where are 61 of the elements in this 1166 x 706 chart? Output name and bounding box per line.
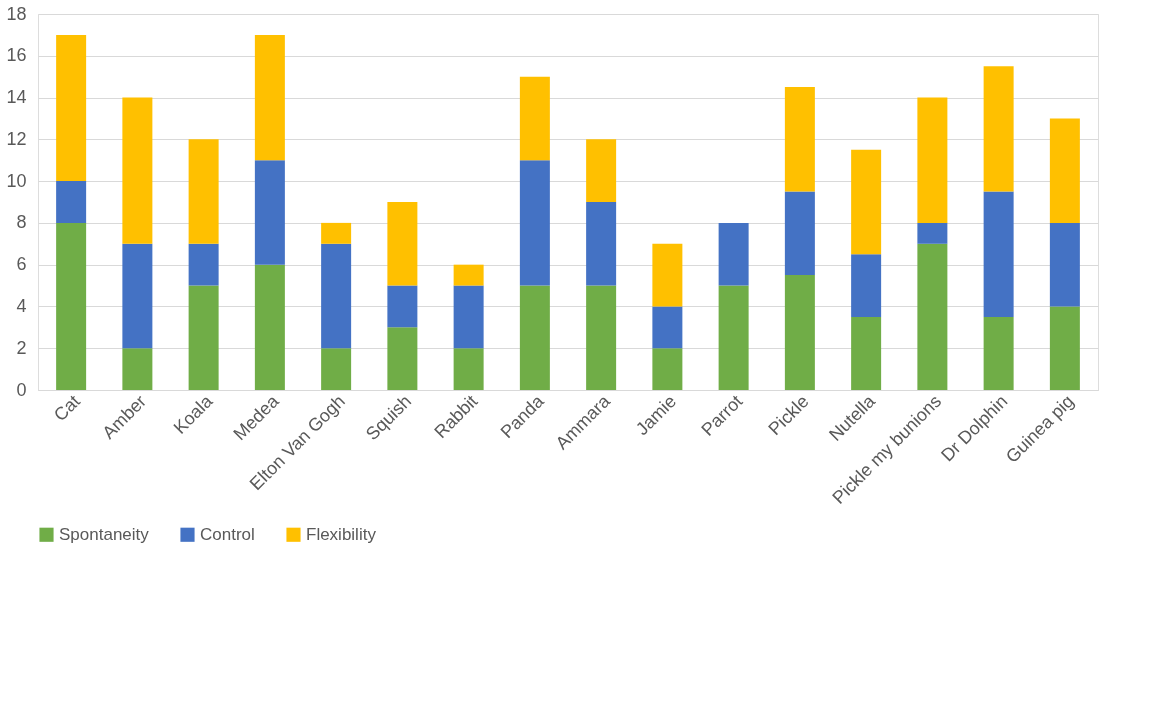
legend-label: Spontaneity xyxy=(59,524,150,544)
bar xyxy=(519,76,550,161)
bar xyxy=(188,243,219,286)
bar xyxy=(56,181,87,223)
bar xyxy=(387,285,418,328)
bar xyxy=(851,316,882,390)
x-tick-label: Cat xyxy=(49,391,84,426)
bar xyxy=(254,160,285,265)
bar xyxy=(122,348,153,390)
y-tick-label: 2 xyxy=(16,337,27,358)
y-tick-label: 6 xyxy=(16,254,27,275)
bar xyxy=(519,285,550,390)
bar xyxy=(983,191,1014,317)
bar xyxy=(453,348,484,390)
bar xyxy=(1049,306,1080,390)
bar xyxy=(586,139,617,202)
y-tick-label: 14 xyxy=(6,87,27,108)
bar xyxy=(188,285,219,390)
bar xyxy=(586,285,617,390)
bar xyxy=(652,306,683,349)
y-tick-label: 12 xyxy=(6,128,27,149)
bar xyxy=(387,202,418,286)
bar xyxy=(983,316,1014,390)
bar xyxy=(56,34,87,182)
bar xyxy=(1049,118,1080,223)
bar xyxy=(453,264,484,286)
y-tick-label: 18 xyxy=(6,3,27,24)
bar xyxy=(652,348,683,390)
bar xyxy=(1049,222,1080,307)
bar xyxy=(718,222,749,286)
bar xyxy=(586,202,617,286)
bar xyxy=(851,149,882,255)
y-tick-label: 16 xyxy=(6,45,27,66)
legend-label: Control xyxy=(200,524,255,544)
y-tick-label: 10 xyxy=(6,170,27,191)
bar xyxy=(784,87,815,192)
bar xyxy=(122,243,153,349)
bar xyxy=(983,66,1014,192)
bar xyxy=(652,243,683,307)
bar xyxy=(917,222,948,244)
bar xyxy=(917,97,948,223)
bar xyxy=(718,285,749,390)
bar xyxy=(917,243,948,390)
bar xyxy=(122,97,153,244)
y-tick-label: 0 xyxy=(16,379,27,400)
bar xyxy=(784,275,815,390)
bar xyxy=(254,264,285,390)
bar xyxy=(56,222,87,390)
bar xyxy=(188,139,219,244)
bar xyxy=(321,222,352,244)
bar xyxy=(321,243,352,349)
bar xyxy=(519,160,550,286)
y-tick-label: 8 xyxy=(16,212,27,233)
bar xyxy=(387,327,418,390)
bar xyxy=(254,34,285,161)
bar xyxy=(321,348,352,390)
legend-label: Flexibility xyxy=(306,524,377,544)
bar xyxy=(851,254,882,317)
y-tick-label: 4 xyxy=(16,295,27,316)
bar xyxy=(784,191,815,276)
bar xyxy=(453,285,484,349)
